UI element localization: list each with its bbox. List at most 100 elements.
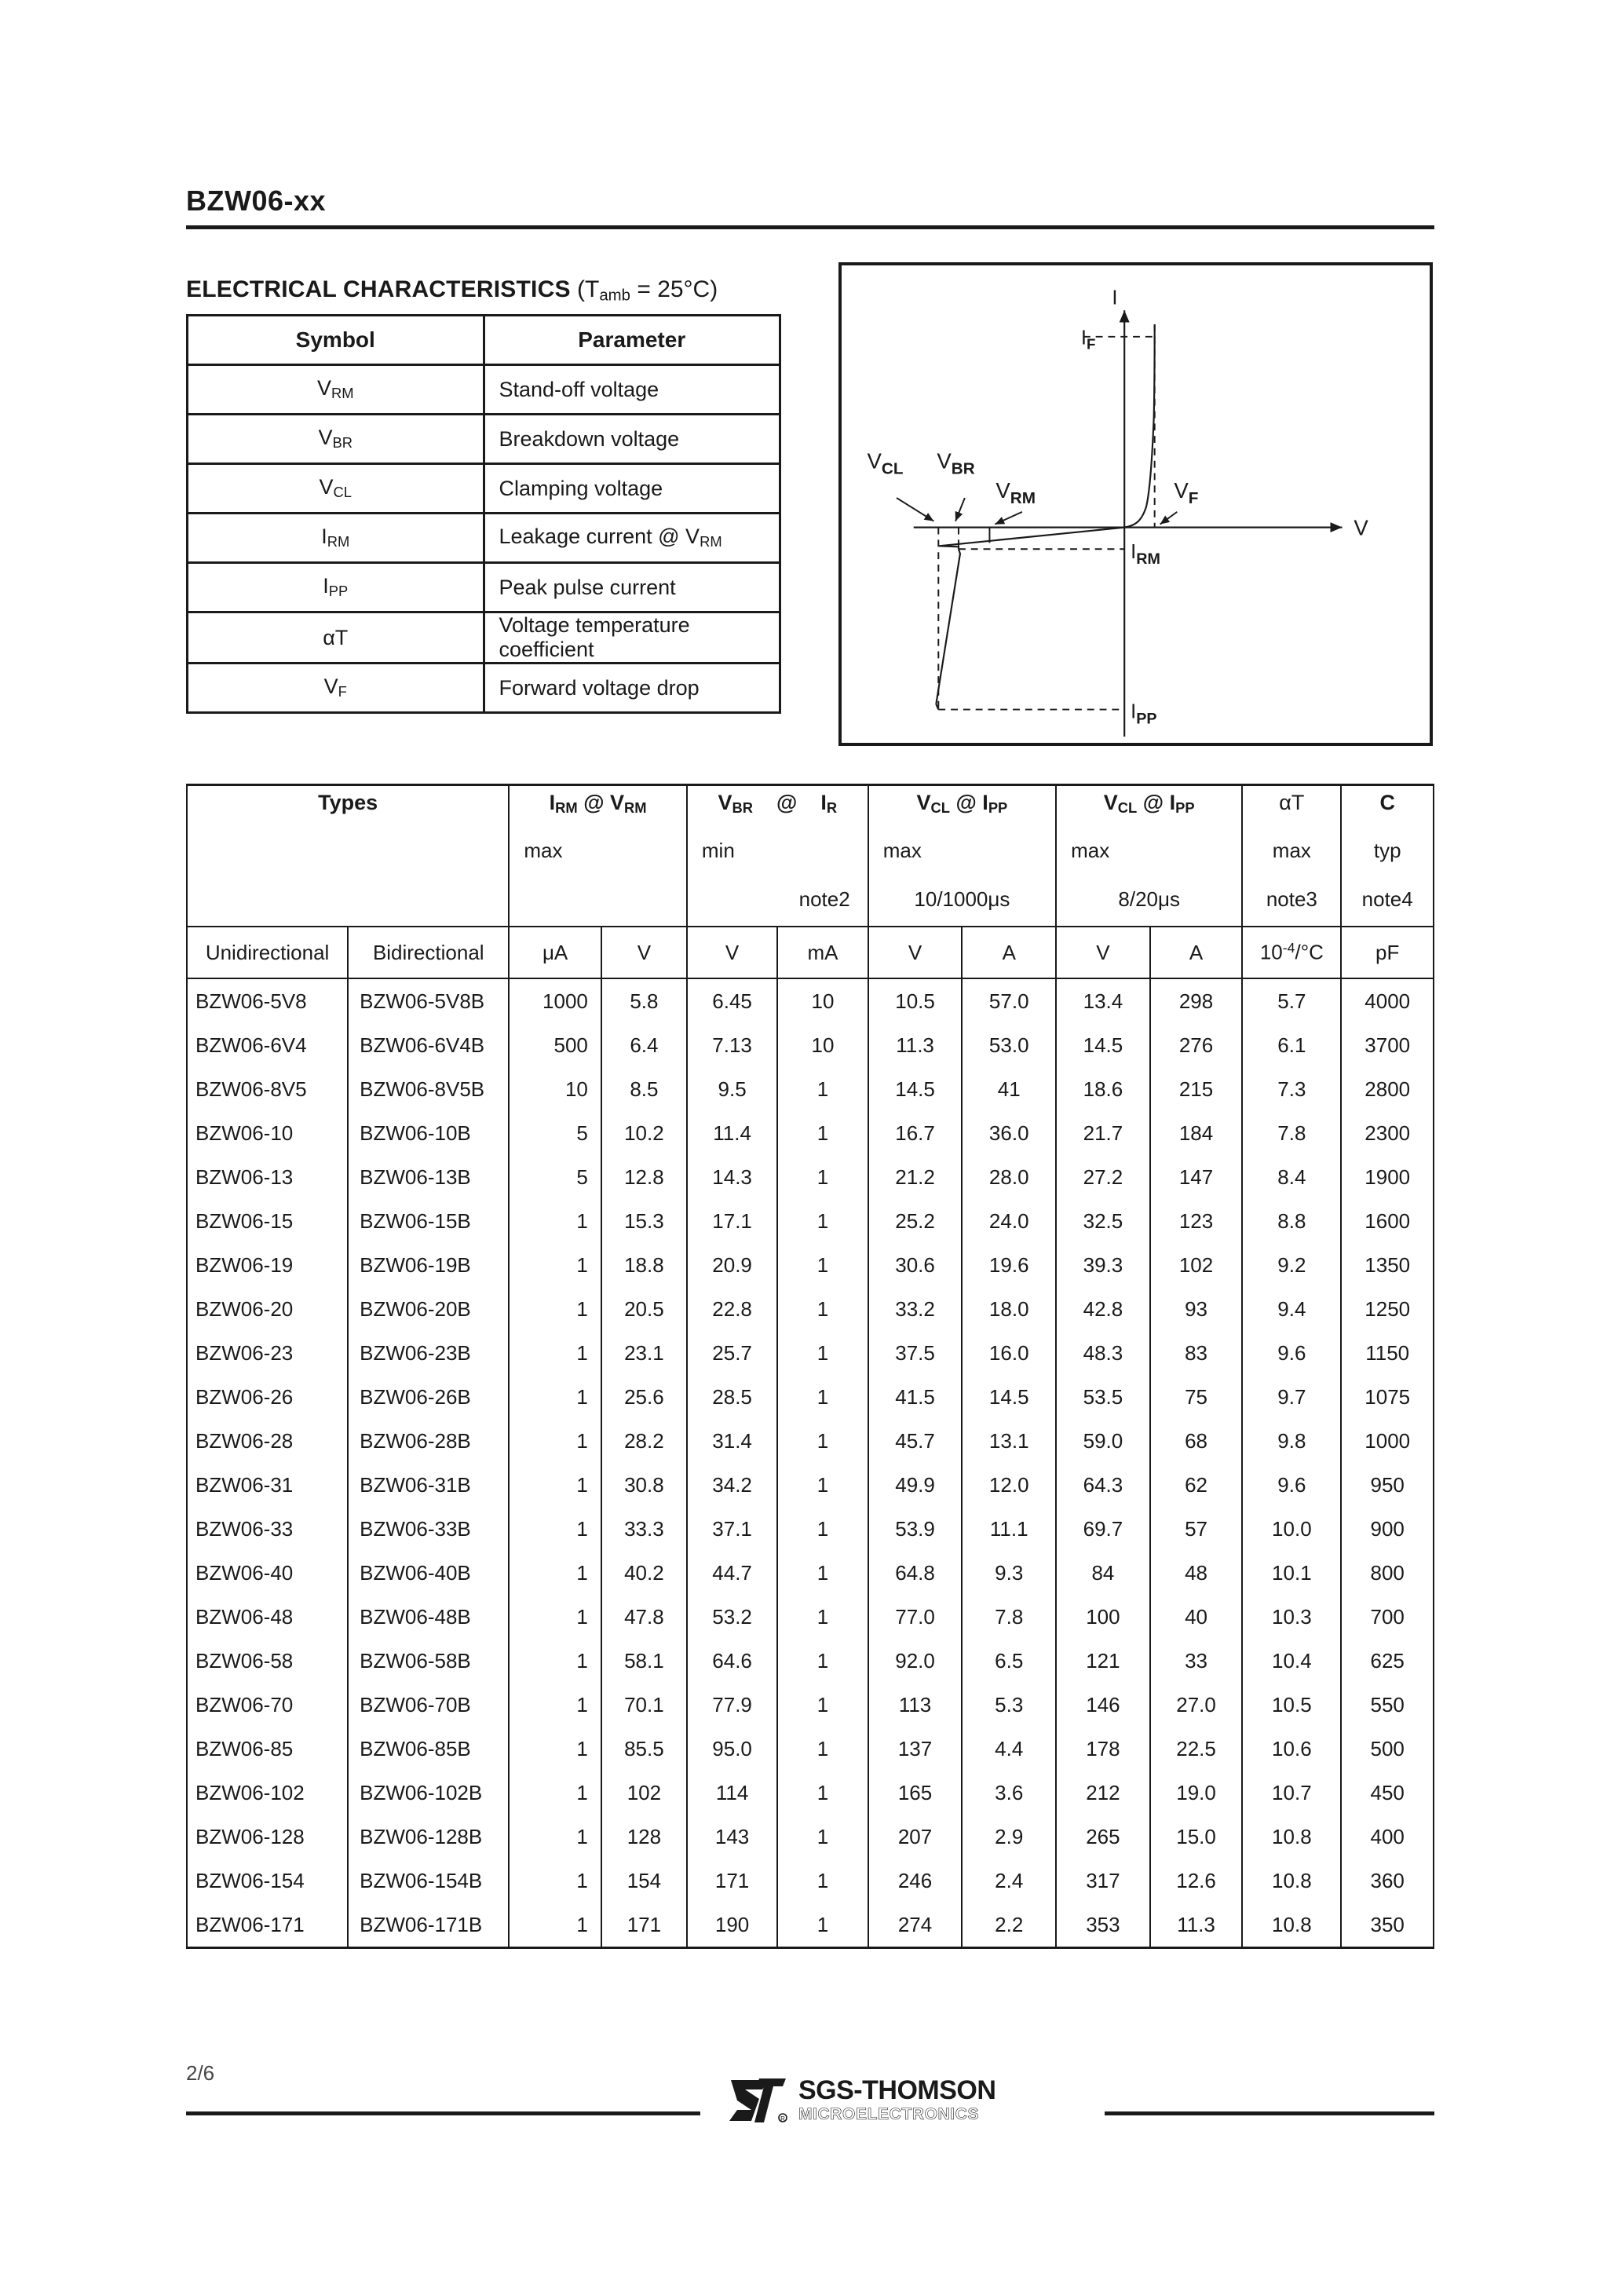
cell-vcl2: 48.3: [1055, 1331, 1151, 1375]
cell-vcl2: 59.0: [1055, 1419, 1151, 1463]
symbol-table-row: VBR Breakdown voltage: [186, 413, 781, 465]
cell-irm: 1000: [508, 978, 602, 1023]
cell-ipp2: 22.5: [1149, 1727, 1244, 1771]
cell-vcl2: 42.8: [1055, 1287, 1151, 1331]
cell-vbr: 64.6: [685, 1639, 779, 1683]
cell-ipp1: 57.0: [961, 978, 1058, 1023]
label-if: IF: [1081, 327, 1096, 353]
group-header-types: Types: [185, 784, 510, 927]
table-group-header-row: Types IRM @ VRM max VBR @ IR min note2 V…: [185, 784, 1434, 927]
cell-ipp2: 147: [1149, 1155, 1244, 1199]
cell-unidirectional: BZW06-33: [185, 1507, 349, 1551]
cell-at: 10.6: [1241, 1727, 1343, 1771]
cell-ipp1: 19.6: [961, 1243, 1058, 1287]
cell-at: 5.7: [1241, 978, 1343, 1023]
cell-unidirectional: BZW06-20: [185, 1287, 349, 1331]
axis-label-v: V: [1353, 515, 1368, 539]
symbol-table-row: VRM Stand-off voltage: [186, 364, 781, 415]
cell-ipp2: 40: [1149, 1595, 1244, 1639]
cell-bidirectional: BZW06-8V5B: [347, 1067, 510, 1111]
cell-ir: 1: [776, 1815, 869, 1859]
cell-at: 10.7: [1241, 1771, 1343, 1815]
group-header-vcl-ipp-10-1000: VCL @ IPP max 10/1000μs: [867, 784, 1058, 927]
cell-ir: 1: [776, 1067, 869, 1111]
cell-irm: 1: [508, 1199, 602, 1243]
cell-ipp2: 276: [1149, 1023, 1244, 1067]
parameter-cell: Voltage temperature coefficient: [482, 611, 781, 664]
parameter-column-header: Parameter: [482, 314, 781, 366]
cell-ir: 1: [776, 1111, 869, 1155]
cell-at: 6.1: [1241, 1023, 1343, 1067]
table-row: BZW06-23 BZW06-23B 1 23.1 25.7 1 37.5 16.0 48.3 8…: [185, 1331, 1434, 1375]
cell-vcl2: 64.3: [1055, 1463, 1151, 1507]
cell-vcl1: 53.9: [867, 1507, 963, 1551]
cell-ipp1: 53.0: [961, 1023, 1058, 1067]
cell-bidirectional: BZW06-23B: [347, 1331, 510, 1375]
cell-c: 350: [1340, 1903, 1434, 1949]
cell-irm: 1: [508, 1859, 602, 1903]
cell-c: 950: [1340, 1463, 1434, 1507]
cell-unidirectional: BZW06-58: [185, 1639, 349, 1683]
cell-vbr: 77.9: [685, 1683, 779, 1727]
unit-vrm: V: [600, 927, 688, 979]
table-row: BZW06-85 BZW06-85B 1 85.5 95.0 1 137 4.4 178 22.5…: [185, 1727, 1434, 1771]
cell-ir: 1: [776, 1683, 869, 1727]
cell-at: 9.7: [1241, 1375, 1343, 1419]
cell-at: 9.4: [1241, 1287, 1343, 1331]
cell-ir: 1: [776, 1551, 869, 1595]
unit-ipp2: A: [1149, 927, 1244, 979]
cell-c: 450: [1340, 1771, 1434, 1815]
cell-irm: 1: [508, 1639, 602, 1683]
table-row: BZW06-70 BZW06-70B 1 70.1 77.9 1 113 5.3 146 27.0…: [185, 1683, 1434, 1727]
cell-vbr: 9.5: [685, 1067, 779, 1111]
cell-vcl2: 69.7: [1055, 1507, 1151, 1551]
symbol-table-row: VCL Clamping voltage: [186, 462, 781, 514]
cell-ir: 1: [776, 1155, 869, 1199]
cell-vrm: 40.2: [600, 1551, 688, 1595]
cell-bidirectional: BZW06-31B: [347, 1463, 510, 1507]
cell-ipp2: 184: [1149, 1111, 1244, 1155]
cell-vbr: 11.4: [685, 1111, 779, 1155]
cell-bidirectional: BZW06-26B: [347, 1375, 510, 1419]
cell-bidirectional: BZW06-13B: [347, 1155, 510, 1199]
cell-ipp2: 33: [1149, 1639, 1244, 1683]
cell-ipp2: 93: [1149, 1287, 1244, 1331]
cell-irm: 1: [508, 1727, 602, 1771]
cell-ipp1: 3.6: [961, 1771, 1058, 1815]
cell-vbr: 14.3: [685, 1155, 779, 1199]
cell-ipp2: 19.0: [1149, 1771, 1244, 1815]
cell-irm: 5: [508, 1111, 602, 1155]
cell-vcl1: 207: [867, 1815, 963, 1859]
cell-vcl2: 39.3: [1055, 1243, 1151, 1287]
cell-irm: 10: [508, 1067, 602, 1111]
cell-unidirectional: BZW06-154: [185, 1859, 349, 1903]
cell-vrm: 25.6: [600, 1375, 688, 1419]
cell-ir: 10: [776, 978, 869, 1023]
cell-irm: 1: [508, 1815, 602, 1859]
cell-vcl1: 25.2: [867, 1199, 963, 1243]
symbol-cell: VBR: [186, 413, 485, 465]
symbol-parameter-table: Symbol Parameter VRM Stand-off voltage VBR…: [186, 314, 781, 714]
table-row: BZW06-5V8 BZW06-5V8B 1000 5.8 6.45 10 10.5 57.0…: [185, 978, 1434, 1023]
symbol-table-row: IRM Leakage current @ VRM: [186, 512, 781, 564]
cell-at: 9.6: [1241, 1331, 1343, 1375]
cell-unidirectional: BZW06-15: [185, 1199, 349, 1243]
cell-ir: 1: [776, 1463, 869, 1507]
cell-irm: 1: [508, 1551, 602, 1595]
cell-c: 625: [1340, 1639, 1434, 1683]
cell-at: 7.3: [1241, 1067, 1343, 1111]
cell-unidirectional: BZW06-26: [185, 1375, 349, 1419]
footer-rule-left: [186, 2111, 700, 2115]
cell-vcl1: 49.9: [867, 1463, 963, 1507]
cell-vbr: 34.2: [685, 1463, 779, 1507]
cell-ipp2: 12.6: [1149, 1859, 1244, 1903]
cell-vrm: 33.3: [600, 1507, 688, 1551]
cell-unidirectional: BZW06-48: [185, 1595, 349, 1639]
cell-bidirectional: BZW06-28B: [347, 1419, 510, 1463]
parameter-cell: Forward voltage drop: [482, 662, 781, 714]
cell-vcl2: 14.5: [1055, 1023, 1151, 1067]
cell-unidirectional: BZW06-6V4: [185, 1023, 349, 1067]
label-irm: IRM: [1131, 541, 1160, 568]
cell-vrm: 28.2: [600, 1419, 688, 1463]
footer-rule-right: [1105, 2111, 1434, 2115]
